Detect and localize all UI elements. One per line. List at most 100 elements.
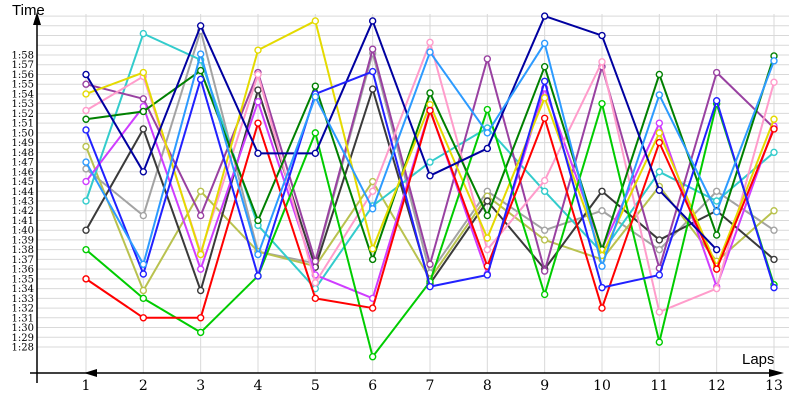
series-marker-dodger-blue [311,93,320,101]
series-marker-yellow [540,94,549,102]
series-marker-purple [82,80,90,88]
series-marker-magenta [82,177,90,186]
x-tick-label: 7 [426,378,435,394]
series-marker-blue [712,97,721,105]
series-marker-cyan [655,168,664,176]
series-marker-green [368,353,377,361]
series-marker-purple [139,95,148,103]
y-tick-label: 1:42 [12,206,34,217]
series-marker-navy [598,31,606,40]
series-marker-navy [426,171,434,180]
series-marker-magenta [254,98,262,106]
series-marker-navy [311,149,320,158]
series-marker-yellow [368,244,377,253]
series-marker-black [254,86,262,94]
series-marker-dark-green [196,66,205,75]
series-marker-blue [655,271,664,279]
x-tick-label: 2 [139,378,148,394]
series-marker-purple [311,257,320,266]
series-marker-gray [655,245,664,254]
series-marker-pink [368,187,377,195]
y-tick-label: 1:49 [12,138,34,149]
y-tick-label: 1:39 [12,235,34,246]
series-marker-purple [483,55,492,63]
y-tick-label: 1:58 [12,51,34,62]
series-marker-blue [254,272,262,280]
series-marker-green [311,129,320,137]
series-marker-green [139,294,148,303]
series-marker-gray [770,226,778,234]
series-marker-blue [426,282,434,291]
series-marker-cyan [82,197,90,205]
y-tick-label: 1:52 [12,109,34,120]
series-marker-purple [712,68,721,77]
series-marker-gray [712,187,721,195]
series-marker-dodger-blue [368,205,377,213]
series-marker-blue [368,67,377,76]
series-marker-gray [139,211,148,220]
y-tick-label: 1:50 [12,128,34,139]
series-marker-blue [483,271,492,279]
x-tick-label: 8 [483,378,492,394]
series-marker-cyan [139,29,148,38]
x-tick-label: 9 [540,378,549,394]
series-marker-blue [196,75,205,84]
x-tick-label: 3 [196,378,205,394]
y-tick-label: 1:44 [12,187,34,198]
y-tick-label: 1:51 [12,119,34,130]
series-marker-olive [770,207,778,215]
series-marker-black [770,255,778,264]
series-marker-pink [770,78,778,86]
series-marker-dodger-blue [196,50,205,58]
series-marker-olive [540,236,549,244]
series-marker-black [368,85,377,93]
x-tick-label: 4 [254,378,263,394]
y-tick-label: 1:46 [12,167,34,178]
series-marker-dark-green [712,231,721,239]
series-marker-yellow [770,115,778,123]
series-marker-green [196,328,205,337]
series-marker-pink [712,284,721,293]
x-tick-label: 5 [311,378,320,394]
x-tick-label: 10 [593,378,611,394]
y-tick-label: 1:45 [12,177,34,188]
series-marker-gray [598,207,606,215]
series-marker-black [483,197,492,205]
x-axis-arrow-icon [769,369,784,377]
series-marker-red [82,275,90,283]
series-marker-dodger-blue [540,39,549,48]
series-marker-red [540,114,549,122]
y-tick-label: 1:37 [12,255,34,266]
series-marker-cyan [770,148,778,157]
y-tick-label: 1:36 [12,265,34,276]
series-marker-black [196,286,205,295]
y-tick-label: 1:29 [12,333,34,344]
series-marker-dodger-blue [770,57,778,65]
series-marker-purple [196,211,205,220]
x-tick-label: 11 [650,378,668,394]
series-marker-pink [655,308,664,316]
series-marker-purple [426,260,434,268]
series-marker-magenta [196,265,205,273]
y-tick-label: 1:33 [12,294,34,305]
series-marker-red [770,125,778,133]
series-marker-blue [82,126,90,134]
series-marker-yellow [655,129,664,137]
series-marker-yellow [196,250,205,259]
series-marker-yellow [139,68,148,77]
y-tick-label: 1:28 [12,343,34,354]
series-marker-black [139,125,148,133]
y-tick-label: 1:54 [12,89,34,100]
y-tick-label: 1:56 [12,70,34,81]
y-tick-label: 1:41 [12,216,34,227]
series-marker-dodger-blue [483,129,492,137]
series-marker-pink [254,70,262,79]
series-marker-purple [368,45,377,53]
x-tick-label: 6 [368,378,377,394]
series-line-navy [85,15,718,251]
series-marker-pink [426,38,434,47]
series-marker-cyan [540,187,549,195]
series-marker-pink [540,176,549,185]
